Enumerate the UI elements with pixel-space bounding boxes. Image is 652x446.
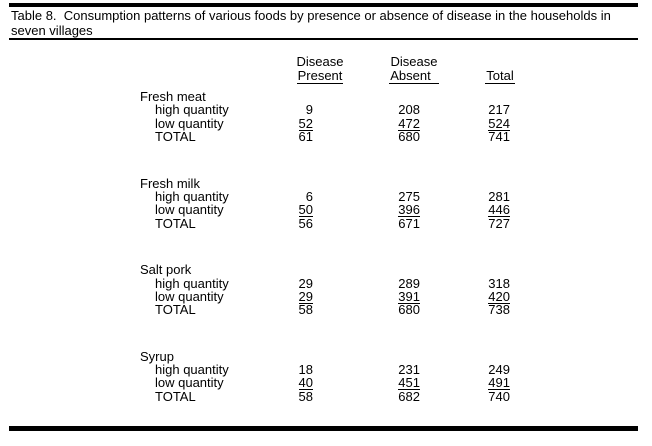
cell-disease-present: 18: [298, 362, 313, 378]
column-header-disease-present: Disease Present: [275, 55, 365, 84]
cell-total: 524: [488, 115, 510, 131]
cell-disease-absent: 391: [398, 288, 420, 304]
section-fresh-meat: Fresh meat high quantity 9 208 217 low q…: [140, 90, 510, 144]
row-label: high quantity: [155, 362, 229, 378]
cell-disease-present: 50: [298, 202, 313, 218]
cell-total: 491: [488, 375, 510, 391]
row-label: low quantity: [155, 115, 224, 131]
table-row: low quantity 40 451 491: [140, 375, 510, 391]
row-label: TOTAL: [155, 129, 196, 145]
cell-disease-present: 56: [298, 215, 313, 231]
cell-disease-absent: 451: [398, 375, 420, 391]
section-syrup: Syrup high quantity 18 231 249 low quant…: [140, 348, 510, 404]
cell-total: 217: [488, 102, 510, 118]
column-header-total: Total: [455, 67, 545, 84]
section-name: Fresh milk: [140, 175, 200, 191]
cell-disease-absent: 680: [398, 302, 420, 318]
table-title-line2: seven villages: [11, 22, 93, 38]
table-row: TOTAL 58 682 740: [140, 388, 510, 404]
cell-disease-absent: 275: [398, 188, 420, 204]
section-fresh-milk: Fresh milk high quantity 6 275 281 low q…: [140, 175, 510, 231]
cell-disease-present: 29: [298, 275, 313, 291]
cell-disease-present: 40: [298, 375, 313, 391]
cell-disease-present: 6: [305, 188, 313, 204]
cell-disease-absent: 680: [398, 129, 420, 145]
cell-total: 727: [488, 215, 510, 231]
cell-total: 741: [488, 129, 510, 145]
cell-disease-present: 9: [305, 102, 313, 118]
column-header-disease-present-line1: Disease: [296, 54, 344, 69]
cell-disease-present: 58: [298, 302, 313, 318]
cell-total: 446: [488, 202, 510, 218]
table-row: TOTAL 56 671 727: [140, 215, 510, 231]
table-row: high quantity 29 289 318: [140, 275, 510, 291]
table-row: high quantity 6 275 281: [140, 188, 510, 204]
table-row: TOTAL 61 680 741: [140, 129, 510, 145]
table-row: low quantity 50 396 446: [140, 202, 510, 218]
row-label: high quantity: [155, 102, 229, 118]
column-header-total-label: Total: [485, 67, 515, 84]
table-body: Fresh meat high quantity 9 208 217 low q…: [140, 90, 510, 403]
cell-total: 738: [488, 302, 510, 318]
cell-disease-present: 29: [298, 288, 313, 304]
cell-total: 740: [488, 388, 510, 404]
table-title-line1: Table 8. Consumption patterns of various…: [11, 8, 611, 23]
section-name: Salt pork: [140, 262, 192, 278]
column-header-disease-absent: Disease Absent: [369, 55, 459, 84]
row-label: TOTAL: [155, 388, 196, 404]
title-rule: [9, 38, 638, 40]
table-row: TOTAL 58 680 738: [140, 302, 510, 318]
bottom-rule: [9, 426, 638, 431]
cell-disease-absent: 208: [398, 102, 420, 118]
column-header-disease-absent-line1: Disease: [390, 54, 438, 69]
cell-disease-absent: 682: [398, 388, 420, 404]
section-salt-pork: Salt pork high quantity 29 289 318 low q…: [140, 263, 510, 317]
cell-disease-absent: 289: [398, 275, 420, 291]
row-label: low quantity: [155, 288, 224, 304]
table-row: high quantity 18 231 249: [140, 362, 510, 378]
cell-disease-absent: 472: [398, 115, 420, 131]
row-label: low quantity: [155, 375, 224, 391]
cell-total: 420: [488, 288, 510, 304]
column-header-disease-absent-line2: Absent: [389, 68, 439, 84]
row-label: high quantity: [155, 188, 229, 204]
cell-disease-absent: 231: [398, 362, 420, 378]
row-label: high quantity: [155, 275, 229, 291]
section-name: Fresh meat: [140, 89, 206, 104]
cell-total: 318: [488, 275, 510, 291]
cell-disease-present: 52: [298, 115, 313, 131]
table-row: high quantity 9 208 217: [140, 102, 510, 118]
table-title: Table 8. Consumption patterns of various…: [11, 8, 611, 38]
table-row: low quantity 29 391 420: [140, 288, 510, 304]
row-label: low quantity: [155, 202, 224, 218]
cell-disease-absent: 671: [398, 215, 420, 231]
table-row: low quantity 52 472 524: [140, 115, 510, 131]
column-header-disease-present-line2: Present: [296, 67, 344, 84]
top-rule: [9, 3, 638, 7]
cell-disease-absent: 396: [398, 202, 420, 218]
row-label: TOTAL: [155, 302, 196, 318]
cell-total: 249: [488, 362, 510, 378]
cell-disease-present: 58: [298, 388, 313, 404]
cell-disease-present: 61: [298, 129, 313, 145]
section-name: Syrup: [140, 348, 174, 364]
row-label: TOTAL: [155, 215, 196, 231]
cell-total: 281: [488, 188, 510, 204]
